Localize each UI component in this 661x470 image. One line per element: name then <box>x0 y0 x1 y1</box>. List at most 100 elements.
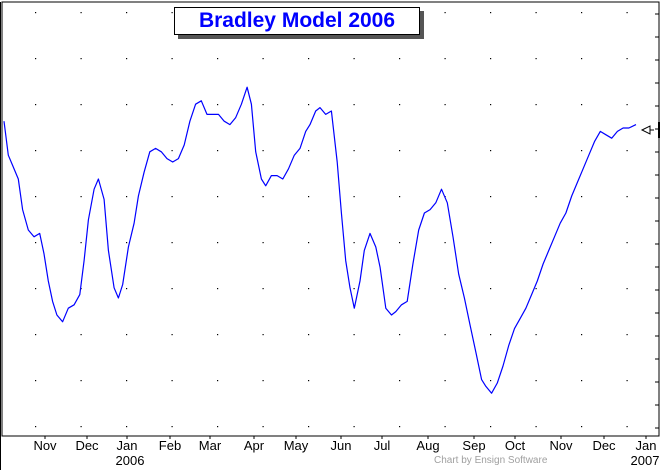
grid-dot <box>35 196 37 198</box>
grid-dot <box>171 242 173 244</box>
grid-dot <box>171 334 173 336</box>
grid-dot <box>353 104 355 106</box>
grid-dot <box>626 12 628 14</box>
grid-dot <box>399 58 401 60</box>
grid-dot <box>353 380 355 382</box>
grid-dot <box>262 104 264 106</box>
grid-dot <box>353 196 355 198</box>
grid-dot <box>80 58 82 60</box>
grid-dot <box>399 242 401 244</box>
grid-dot <box>581 334 583 336</box>
grid-dot <box>308 426 310 428</box>
grid-dot <box>444 426 446 428</box>
grid-dot <box>308 288 310 290</box>
x-tick-label: Apr <box>243 438 265 453</box>
grid-dot <box>126 380 128 382</box>
grid-dot <box>35 58 37 60</box>
grid-dot <box>626 242 628 244</box>
grid-dot <box>126 150 128 152</box>
x-tick-label: May <box>283 438 309 453</box>
grid-dot <box>35 426 37 428</box>
x-tick-label: Nov <box>549 438 573 453</box>
grid-dot <box>126 334 128 336</box>
x-tick-label: Jan <box>635 438 657 453</box>
grid-dot <box>80 380 82 382</box>
grid-dot <box>262 150 264 152</box>
grid-dot <box>126 104 128 106</box>
grid-dot <box>35 380 37 382</box>
grid-dot <box>217 288 219 290</box>
grid-dot <box>444 12 446 14</box>
grid-dot <box>217 58 219 60</box>
grid-dot <box>535 150 537 152</box>
grid-dot <box>171 288 173 290</box>
grid-dot <box>80 104 82 106</box>
grid-dot <box>126 242 128 244</box>
grid-dot <box>353 334 355 336</box>
grid-dot <box>490 380 492 382</box>
grid-dot <box>535 12 537 14</box>
grid-dot <box>35 242 37 244</box>
grid-dot <box>353 58 355 60</box>
grid-dot <box>80 196 82 198</box>
x-tick-label: Nov <box>33 438 57 453</box>
grid-dot <box>353 288 355 290</box>
grid-dot <box>399 380 401 382</box>
grid-dot <box>581 104 583 106</box>
grid-dot <box>262 242 264 244</box>
grid-dot <box>490 12 492 14</box>
x-tick-label: Mar <box>198 438 222 453</box>
grid-dot <box>581 380 583 382</box>
grid-dot <box>535 104 537 106</box>
grid-dot <box>80 12 82 14</box>
x-tick-label: Jul <box>373 438 391 453</box>
x-tick-label: Aug <box>416 438 440 453</box>
grid-dot <box>35 12 37 14</box>
grid-dot <box>171 426 173 428</box>
grid-dot <box>171 150 173 152</box>
grid-dot <box>626 58 628 60</box>
grid-dot <box>171 104 173 106</box>
grid-dot <box>626 288 628 290</box>
grid-dot <box>490 104 492 106</box>
grid-dot <box>535 196 537 198</box>
grid-dot <box>171 58 173 60</box>
grid-dot <box>35 334 37 336</box>
grid-dot <box>490 334 492 336</box>
grid-dot <box>217 380 219 382</box>
grid-dot <box>444 288 446 290</box>
grid-dot <box>444 150 446 152</box>
grid-dot <box>490 288 492 290</box>
grid-dot <box>581 12 583 14</box>
grid-dot <box>353 426 355 428</box>
grid-dot <box>262 196 264 198</box>
grid-dot <box>399 288 401 290</box>
grid-dot <box>399 334 401 336</box>
grid-dot <box>490 426 492 428</box>
chart-title: Bradley Model 2006 <box>174 7 420 35</box>
grid-dot <box>217 426 219 428</box>
grid-dot <box>535 380 537 382</box>
series-line <box>3 86 637 394</box>
grid-dot <box>262 288 264 290</box>
grid-dot <box>626 426 628 428</box>
grid-dot <box>308 150 310 152</box>
x-tick-label: Oct <box>504 438 526 453</box>
grid-dot <box>262 58 264 60</box>
x-tick-label: Jan <box>116 438 138 453</box>
grid-dot <box>626 150 628 152</box>
grid-dot <box>399 426 401 428</box>
grid-dot <box>171 380 173 382</box>
grid-dot <box>399 150 401 152</box>
grid-dot <box>581 242 583 244</box>
grid-dot <box>171 196 173 198</box>
grid-dot <box>626 104 628 106</box>
grid-dot <box>262 380 264 382</box>
grid-dot <box>581 58 583 60</box>
grid-dot <box>444 104 446 106</box>
x-tick-label: Dec <box>75 438 99 453</box>
grid-dot <box>490 150 492 152</box>
grid-dot <box>35 104 37 106</box>
grid-dot <box>535 288 537 290</box>
